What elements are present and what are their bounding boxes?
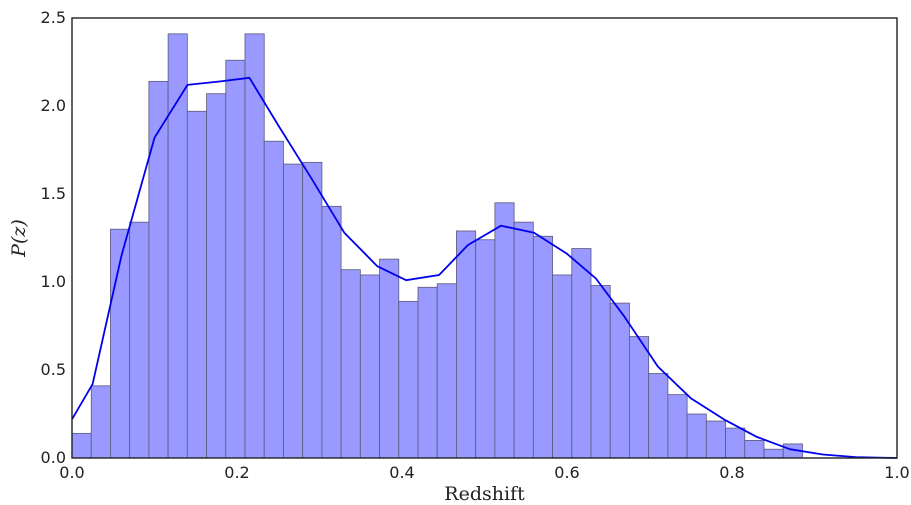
histogram-bar <box>263 140 284 459</box>
histogram-bar <box>513 221 534 459</box>
histogram-bar <box>590 285 611 459</box>
histogram-bar <box>129 221 150 459</box>
histogram-bar <box>148 80 169 459</box>
x-tick-label: 0.4 <box>389 463 414 482</box>
x-tick-label: 0.8 <box>719 463 744 482</box>
histogram-bar <box>571 248 592 459</box>
density-curve-group <box>71 76 898 459</box>
histogram-bar <box>609 302 630 459</box>
x-axis-ticks: 0.0 0.2 0.4 0.6 0.8 1.0 <box>59 463 909 482</box>
histogram-bars <box>71 33 803 459</box>
histogram-bar <box>340 269 361 459</box>
histogram-bar <box>744 439 765 459</box>
x-tick-label: 0.0 <box>59 463 84 482</box>
histogram-bar <box>763 448 784 459</box>
y-axis-ticks: 0.0 0.5 1.0 1.5 2.0 2.5 <box>41 8 66 467</box>
histogram-bar <box>379 258 400 459</box>
y-tick-label: 1.0 <box>41 272 66 291</box>
histogram-bar <box>667 394 688 459</box>
histogram-bar <box>552 274 573 459</box>
density-curve <box>71 76 898 459</box>
x-axis-title: Redshift <box>444 483 525 505</box>
histogram-bar <box>475 239 496 459</box>
y-tick-label: 2.5 <box>41 8 66 27</box>
histogram-bar <box>167 33 188 459</box>
histogram-bar <box>90 385 111 459</box>
histogram-bar <box>436 283 457 459</box>
histogram-bar <box>686 413 707 459</box>
histogram-bar <box>456 230 477 459</box>
y-tick-label: 1.5 <box>41 184 66 203</box>
histogram-bar <box>705 420 726 459</box>
histogram-bar <box>283 163 304 459</box>
histogram-bar <box>398 300 419 459</box>
histogram-bar <box>648 373 669 459</box>
y-tick-label: 0.0 <box>41 448 66 467</box>
x-tick-label: 0.6 <box>554 463 579 482</box>
histogram-bar <box>321 205 342 459</box>
histogram-bar <box>532 235 553 459</box>
histogram-bar <box>225 59 246 459</box>
histogram-bar <box>494 202 515 459</box>
y-tick-label: 2.0 <box>41 96 66 115</box>
x-tick-label: 0.2 <box>224 463 249 482</box>
histogram-bar <box>359 274 380 459</box>
plot-frame <box>71 17 898 459</box>
y-tick-label: 0.5 <box>41 360 66 379</box>
histogram-bar <box>417 286 438 459</box>
y-axis-title: P(z) <box>8 219 30 258</box>
histogram-bar <box>71 432 92 459</box>
histogram-bar <box>302 161 323 459</box>
histogram-bar <box>206 93 227 459</box>
histogram-bar <box>629 336 650 459</box>
x-tick-label: 1.0 <box>884 463 909 482</box>
histogram-bar <box>725 427 746 459</box>
histogram-bar <box>186 110 207 459</box>
